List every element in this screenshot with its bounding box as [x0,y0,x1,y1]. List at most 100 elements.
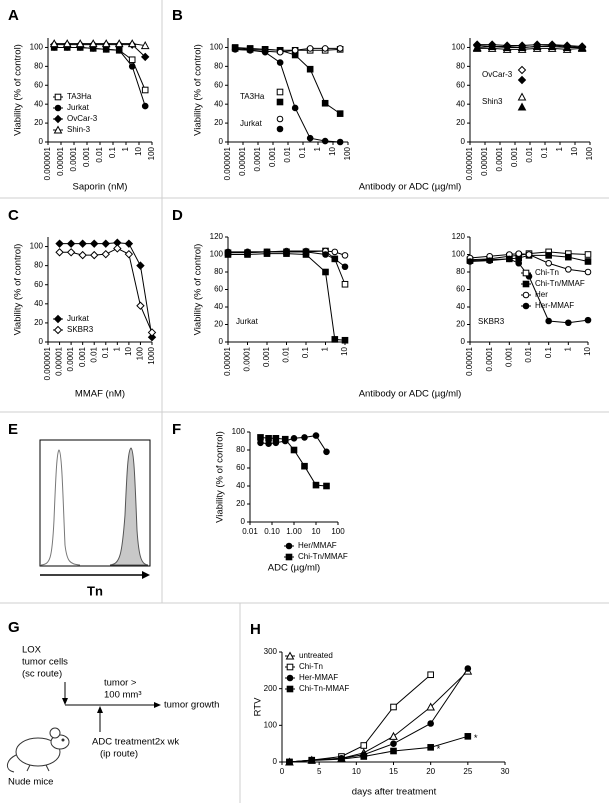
data-point [257,439,264,447]
x-tick-label: 10 [134,146,143,155]
legend-label: Jurkat [67,314,90,323]
y-tick-label: 20 [214,320,223,329]
data-point [321,99,329,107]
x-tick-label: 10 [352,767,361,776]
y-tick-label: 120 [452,232,466,241]
x-tick-label: 0.1 [540,146,549,158]
x-tick-label: 25 [463,767,472,776]
data-point [55,248,64,257]
data-point [562,42,572,51]
x-tick-label: 10 [583,346,592,355]
y-tick-label: 0 [39,337,44,346]
legend-marker [53,314,63,324]
legend-marker [517,65,527,75]
data-point [506,255,513,263]
data-point [136,301,145,310]
data-point [261,48,269,56]
panel-label: F [172,421,181,438]
y-tick-label: 100 [30,43,44,52]
y-tick-label: 200 [264,684,278,693]
x-tick-label: 0.0001 [66,346,75,371]
series-line [228,253,346,341]
x-tick-label: 0.001 [262,346,271,367]
x-tick-label: 0.0001 [243,346,252,371]
y-tick-label: 0 [219,137,224,146]
data-point [147,328,157,337]
data-point [265,440,272,448]
legend-marker [276,88,284,96]
schema-text: (ip route) [100,749,138,760]
x-tick-label: 100 [343,146,352,160]
x-axis-label: Antibody or ADC (µg/ml) [359,182,462,193]
x-tick-label: 0.1 [544,346,553,358]
data-point [231,46,239,53]
legend-marker [276,115,284,123]
data-point [101,239,110,248]
arrow-head [154,702,161,708]
x-tick-label: 20 [426,767,435,776]
x-tick-label: 1 [121,146,130,151]
y-tick-label: 80 [214,61,223,70]
y-tick-label: 80 [456,61,465,70]
legend-label: Jurkat [67,103,90,112]
y-tick-label: 20 [34,318,43,327]
schema-text: 100 mm³ [104,690,141,701]
x-tick-label: 0.01 [95,146,104,162]
y-tick-label: 20 [214,118,223,127]
point-annotation: * [474,733,478,744]
y-tick-label: 0 [461,137,466,146]
data-point [525,251,533,258]
y-tick-label: 40 [214,99,223,108]
x-tick-label: 1 [112,346,121,351]
x-tick-label: 10 [124,346,133,355]
data-point [90,239,99,248]
x-tick-label: 0.1 [101,346,110,358]
legend-label: OvCar-3 [67,114,98,123]
data-point [565,253,572,261]
data-point [390,747,397,755]
data-point [224,248,232,256]
y-tick-label: 40 [34,299,43,308]
legend-marker [285,542,293,550]
x-tick-label: 10 [340,346,349,355]
y-axis-label: Viability (% of control) [13,244,24,336]
x-tick-label: 0.01 [283,146,292,162]
legend-marker [517,75,527,85]
panel-label: H [250,621,261,638]
data-point [136,261,145,270]
data-point [360,742,368,749]
data-point [312,432,320,439]
legend-marker [517,92,527,101]
y-tick-label: 60 [214,285,223,294]
x-tick-label: 30 [501,767,510,776]
schema-text: tumor cells [22,657,68,668]
y-axis-label: Viability (% of control) [215,431,226,523]
data-point [306,134,314,142]
x-tick-label: 0.01 [282,346,291,362]
panel-label: D [172,207,183,224]
x-tick-label: 0.000001 [223,146,232,180]
data-point [427,671,434,679]
data-point [306,45,314,52]
legend-marker [285,553,293,561]
data-point [276,48,284,56]
x-tick-label: 0.00001 [55,346,64,375]
y-tick-label: 80 [214,267,223,276]
data-point [545,259,552,267]
panel-label: E [8,421,18,438]
legend-label: Her-MMAF [535,301,574,310]
y-tick-label: 80 [34,261,43,270]
data-point [66,239,76,248]
schema-text: ADC treatment2x wk [92,737,179,748]
y-tick-label: 40 [456,302,465,311]
data-point [101,249,110,259]
legend-label: Her-MMAF [299,673,338,682]
data-point [272,435,280,442]
y-tick-label: 60 [34,280,43,289]
legend-label: Chi-Tn/MMAF [298,552,348,561]
legend-marker [522,269,530,277]
data-point [290,435,298,442]
data-point [336,45,344,52]
legend-marker [53,114,63,124]
